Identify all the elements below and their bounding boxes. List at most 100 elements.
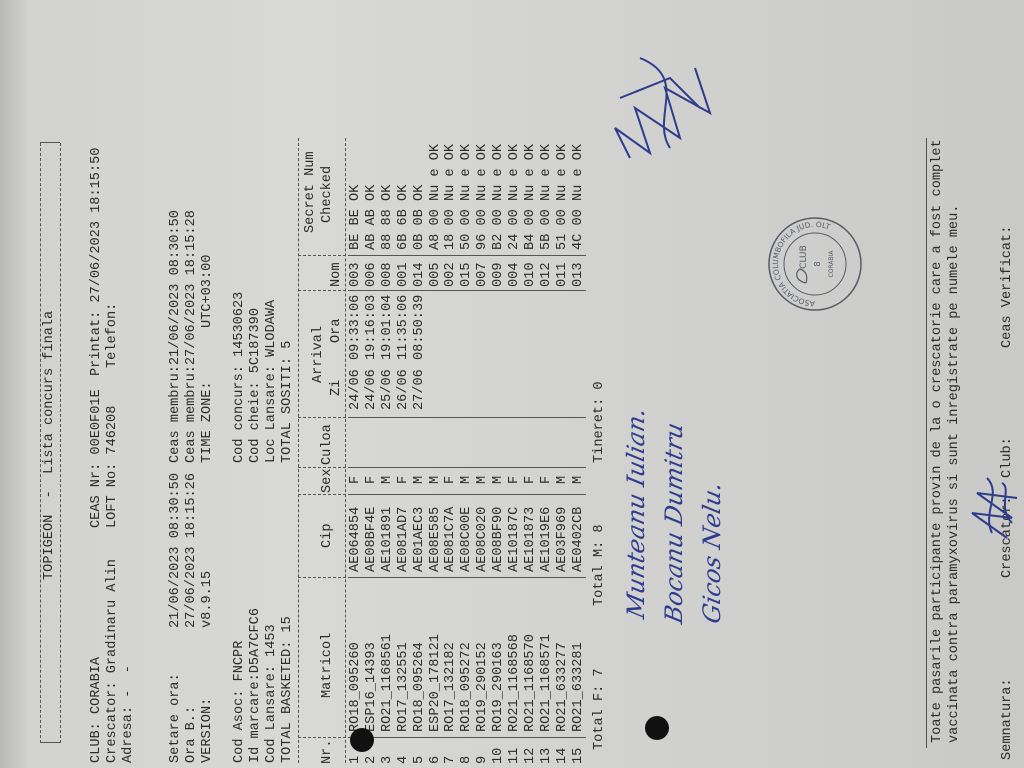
cell-sex: M: [475, 475, 491, 484]
tineret: Tineret: 0: [592, 381, 607, 463]
punch-hole: [350, 728, 374, 752]
table-row: 13 RO21_1168571 AE1019E6 F 012 5B 00 Nu e OK: [539, 128, 555, 768]
cell-secret: 50 00 Nu e OK: [459, 143, 475, 250]
cell-sex: M: [554, 475, 570, 484]
cell-nom: 012: [538, 262, 554, 287]
cell-matricol: ESP20_178121: [427, 634, 443, 732]
cell-cip: AE03F969: [554, 506, 570, 572]
stamp-number: 8: [813, 261, 822, 266]
cell-sex: M: [411, 475, 427, 484]
time-zone-label: TIME ZONE:: [200, 381, 215, 463]
column-separator: [298, 737, 346, 738]
loc-lansare: Loc Lansare: WLODAWA: [264, 299, 279, 463]
cell-zi: 24/06: [363, 369, 379, 410]
table-row: 15 RO21_633281 AE0402CB M 013 4C 00 Nu e OK: [571, 128, 587, 768]
cell-nr: 12: [522, 747, 538, 764]
table-row: 6 ESP20_178121 AE08E585 M 005 A8 00 Nu e OK: [428, 128, 444, 768]
cell-sex: F: [363, 475, 379, 484]
cell-nr: 11: [507, 747, 522, 764]
cell-nom: 002: [443, 262, 459, 287]
handwritten-name: Bocanu Dumitru: [660, 419, 688, 626]
setare-ora-label: Setare ora:: [168, 673, 183, 763]
cell-secret: 6B 6B OK: [395, 184, 411, 250]
column-separator: [348, 290, 586, 291]
col-sex: Sex: [320, 468, 335, 493]
col-nr: Nr.: [320, 739, 335, 764]
column-separator: [298, 467, 346, 468]
cell-ora: 09:33:06: [348, 294, 363, 360]
cell-sex: F: [507, 475, 522, 484]
cell-nr: 8: [459, 755, 475, 764]
column-separator: [348, 577, 586, 578]
cell-secret: B4 00 Nu e OK: [522, 143, 538, 250]
cell-nr: 14: [554, 747, 570, 764]
document-title: TOPIGEON - Lista concurs finala: [42, 310, 57, 580]
cell-nom: 010: [522, 262, 538, 287]
signature-scribble: [614, 57, 712, 159]
stamp-city: CORABIA: [828, 250, 835, 278]
cell-nr: 3: [379, 755, 395, 764]
table-row: 14 RO21_633277 AE03F969 M 011 51 00 Nu e OK: [555, 128, 571, 768]
column-separator: [348, 467, 586, 468]
column-separator: [298, 577, 346, 578]
title-box-top: [40, 143, 41, 743]
club-signature-label: Club:: [1000, 437, 1015, 478]
cell-secret: 24 00 Nu e OK: [507, 143, 522, 250]
semnatura-label: Semnatura:: [1000, 678, 1015, 760]
cell-nr: 9: [475, 755, 491, 764]
club: CLUB: CORABIA: [89, 656, 104, 763]
loft-no: LOFT No: 746208: [105, 405, 120, 528]
table-row: 9 RO19_290152 AE08C020 M 007 96 00 Nu e OK: [475, 128, 491, 768]
cell-nr: 7: [443, 755, 459, 764]
cell-cip: AE08BF90: [491, 506, 507, 572]
version: v8.9.15: [200, 570, 215, 628]
cell-matricol: RO18_095260: [348, 642, 363, 732]
cell-cip: AE064854: [348, 506, 363, 572]
ceas-nr: CEAS Nr: 00E0F01E: [89, 389, 104, 528]
cell-cip: AE101891: [379, 506, 395, 572]
table-row: 5 RO18_095264 AE01AEC3 M 27/06 08:50:39 014 0B …: [412, 128, 428, 768]
cell-cip: AE08E585: [427, 506, 443, 572]
cell-nom: 014: [411, 262, 427, 287]
column-separator: [298, 255, 346, 256]
cell-secret: 4C 00 Nu e OK: [570, 143, 586, 250]
cell-nom: 011: [554, 262, 570, 287]
col-ora: Ora: [329, 318, 344, 343]
table-row: 2 ESP16_14393 AE08BF4E F 24/06 19:16:03 006 AB …: [364, 128, 380, 768]
cell-cip: AE081C7A: [443, 506, 459, 572]
cell-matricol: RO19_290152: [475, 642, 491, 732]
cell-nr: 2: [363, 755, 379, 764]
crescator: Crescator: Gradinaru Alin: [105, 559, 120, 763]
cell-matricol: RO18_095272: [459, 642, 475, 732]
col-cip: Cip: [320, 523, 335, 548]
table-header-rule: [345, 138, 346, 763]
id-marcare: Id marcare:D5A7CFC6: [248, 608, 263, 763]
version-label: VERSION:: [200, 697, 215, 763]
cell-matricol: RO21_1168571: [538, 634, 554, 732]
col-arrival: Arrival: [311, 325, 326, 383]
cell-matricol: RO21_633281: [570, 642, 586, 732]
col-matricol: Matricol: [320, 632, 335, 698]
cell-cip: AE01AEC3: [411, 506, 427, 572]
cell-nr: 1: [348, 755, 363, 764]
column-separator: [348, 737, 586, 738]
stamp-club: CLUB: [799, 245, 809, 269]
footer-rule: [926, 138, 927, 748]
crescator-signature: [971, 477, 1018, 539]
cell-nom: 015: [459, 262, 475, 287]
cell-matricol: ESP16_14393: [363, 642, 379, 732]
column-separator: [298, 494, 346, 495]
cell-matricol: RO17_132182: [443, 642, 459, 732]
cell-nr: 15: [570, 747, 586, 764]
cell-matricol: RO19_290163: [491, 642, 507, 732]
cell-cip: AE1019E6: [538, 506, 554, 572]
table-row: 11 RO21_1168568 AE10187C F 004 24 00 Nu e OK: [507, 128, 523, 768]
cell-nr: 4: [395, 755, 411, 764]
declaration-line-1: Toate pasarile participante provin de la…: [930, 139, 945, 743]
cell-sex: F: [348, 475, 363, 484]
cell-matricol: RO21_1168568: [507, 634, 522, 732]
ceas-membru-1: Ceas membru:21/06/2023 08:30:50: [168, 210, 183, 463]
cell-ora: 08:50:39: [411, 294, 427, 360]
cell-cip: AE08C00E: [459, 506, 475, 572]
cell-ora: 19:16:03: [363, 294, 379, 360]
